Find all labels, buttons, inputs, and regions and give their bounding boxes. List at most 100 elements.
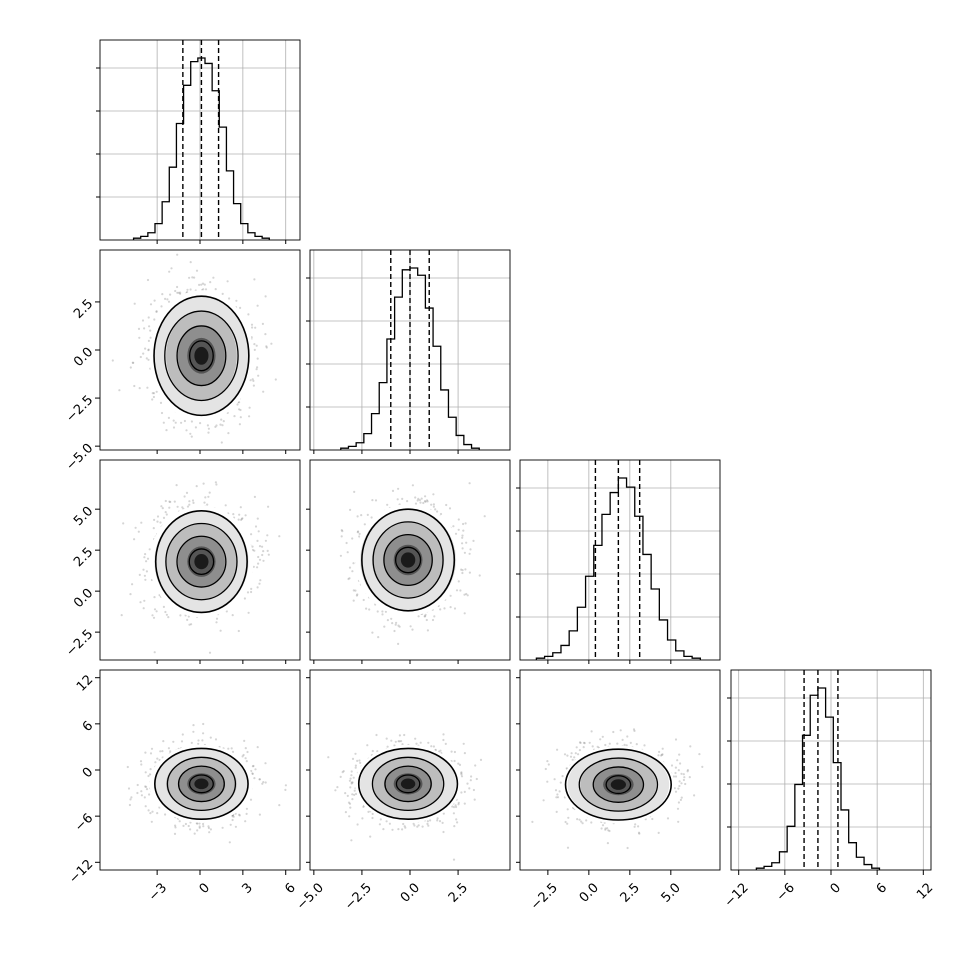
scatter-point <box>138 573 141 577</box>
scatter-point <box>258 582 261 585</box>
scatter-point <box>348 577 351 580</box>
scatter-point <box>264 781 267 784</box>
scatter-point <box>252 379 255 382</box>
scatter-point <box>168 500 171 503</box>
scatter-point <box>256 517 259 520</box>
scatter-point <box>250 587 253 591</box>
scatter-point <box>196 829 199 832</box>
scatter-point <box>341 530 344 533</box>
scatter-point <box>426 500 429 503</box>
scatter-point <box>251 548 254 552</box>
scatter-point <box>391 489 395 492</box>
scatter-point <box>204 496 207 499</box>
contour-line <box>188 548 215 575</box>
scatter-point <box>256 566 259 569</box>
scatter-point <box>249 798 253 801</box>
scatter-point <box>231 818 234 822</box>
scatter-point <box>160 305 163 308</box>
scatter-point <box>172 426 176 429</box>
scatter-point <box>198 283 201 286</box>
scatter-point <box>457 580 460 583</box>
scatter-point <box>431 618 435 622</box>
scatter-point <box>164 499 167 503</box>
scatter-point <box>173 832 177 836</box>
scatter-point <box>153 299 156 302</box>
scatter-point <box>156 757 159 760</box>
scatter-point <box>453 607 457 610</box>
scatter-point <box>148 325 151 328</box>
scatter-point <box>188 503 191 506</box>
scatter-point <box>142 607 145 610</box>
scatter-point <box>215 617 219 620</box>
scatter-point <box>156 515 160 518</box>
scatter-point <box>195 822 198 825</box>
scatter-point <box>133 302 136 305</box>
contour-line <box>154 510 248 614</box>
scatter-point <box>374 499 378 502</box>
scatter-point <box>131 583 134 586</box>
scatter-point <box>253 343 256 346</box>
scatter-point <box>390 617 393 620</box>
scatter-point <box>461 547 464 550</box>
scatter-point <box>195 485 198 488</box>
scatter-point <box>244 747 247 750</box>
scatter-point <box>144 553 147 556</box>
scatter-point <box>162 740 165 743</box>
scatter-point <box>164 510 167 514</box>
scatter-point <box>411 628 414 631</box>
scatter-point <box>138 336 141 339</box>
scatter-point <box>141 319 145 322</box>
scatter-point <box>243 597 246 600</box>
scatter-point <box>406 500 409 503</box>
scatter-point <box>176 253 179 256</box>
scatter-point <box>149 329 152 332</box>
scatter-point <box>148 793 151 796</box>
scatter-point <box>176 285 179 289</box>
scatter-point <box>251 545 254 548</box>
scatter-point <box>207 826 210 830</box>
scatter-point <box>198 826 201 829</box>
scatter-point <box>461 571 464 575</box>
scatter-point <box>120 614 123 617</box>
scatter-point <box>253 495 256 498</box>
scatter-point <box>423 615 426 618</box>
scatter-point <box>165 513 168 516</box>
scatter-point <box>146 557 150 560</box>
histogram-steps <box>755 687 881 870</box>
scatter-point <box>237 629 240 633</box>
scatter-point <box>430 503 433 506</box>
scatter-point <box>256 366 259 369</box>
contour-line <box>176 535 227 588</box>
scatter-point <box>232 815 235 818</box>
scatter-point <box>149 768 152 771</box>
scatter-point <box>466 594 469 597</box>
scatter-point <box>423 500 427 503</box>
scatter-point <box>449 594 452 597</box>
scatter-point <box>206 424 209 427</box>
scatter-point <box>483 515 486 518</box>
scatter-point <box>202 822 205 826</box>
scatter-point <box>249 379 252 382</box>
scatter-point <box>192 501 195 504</box>
scatter-point <box>140 794 143 797</box>
scatter-point <box>212 276 215 279</box>
scatter-point <box>254 525 258 528</box>
hist-panel-2 <box>516 459 721 661</box>
scatter-point <box>257 374 260 377</box>
scatter-point <box>214 425 217 428</box>
scatter-point <box>145 357 148 360</box>
scatter-point <box>180 421 183 424</box>
scatter-point <box>207 431 210 434</box>
scatter-point <box>143 599 146 602</box>
scatter-point <box>340 529 343 532</box>
scatter-point <box>239 506 242 509</box>
scatter-point <box>200 283 203 286</box>
scatter-point <box>261 322 264 325</box>
scatter-point <box>153 518 156 522</box>
scatter-point <box>161 507 164 510</box>
scatter-point <box>248 415 251 418</box>
scatter-point <box>147 774 150 778</box>
scatter-point <box>432 503 435 506</box>
scatter-point <box>130 796 133 799</box>
scatter-point <box>464 568 467 571</box>
